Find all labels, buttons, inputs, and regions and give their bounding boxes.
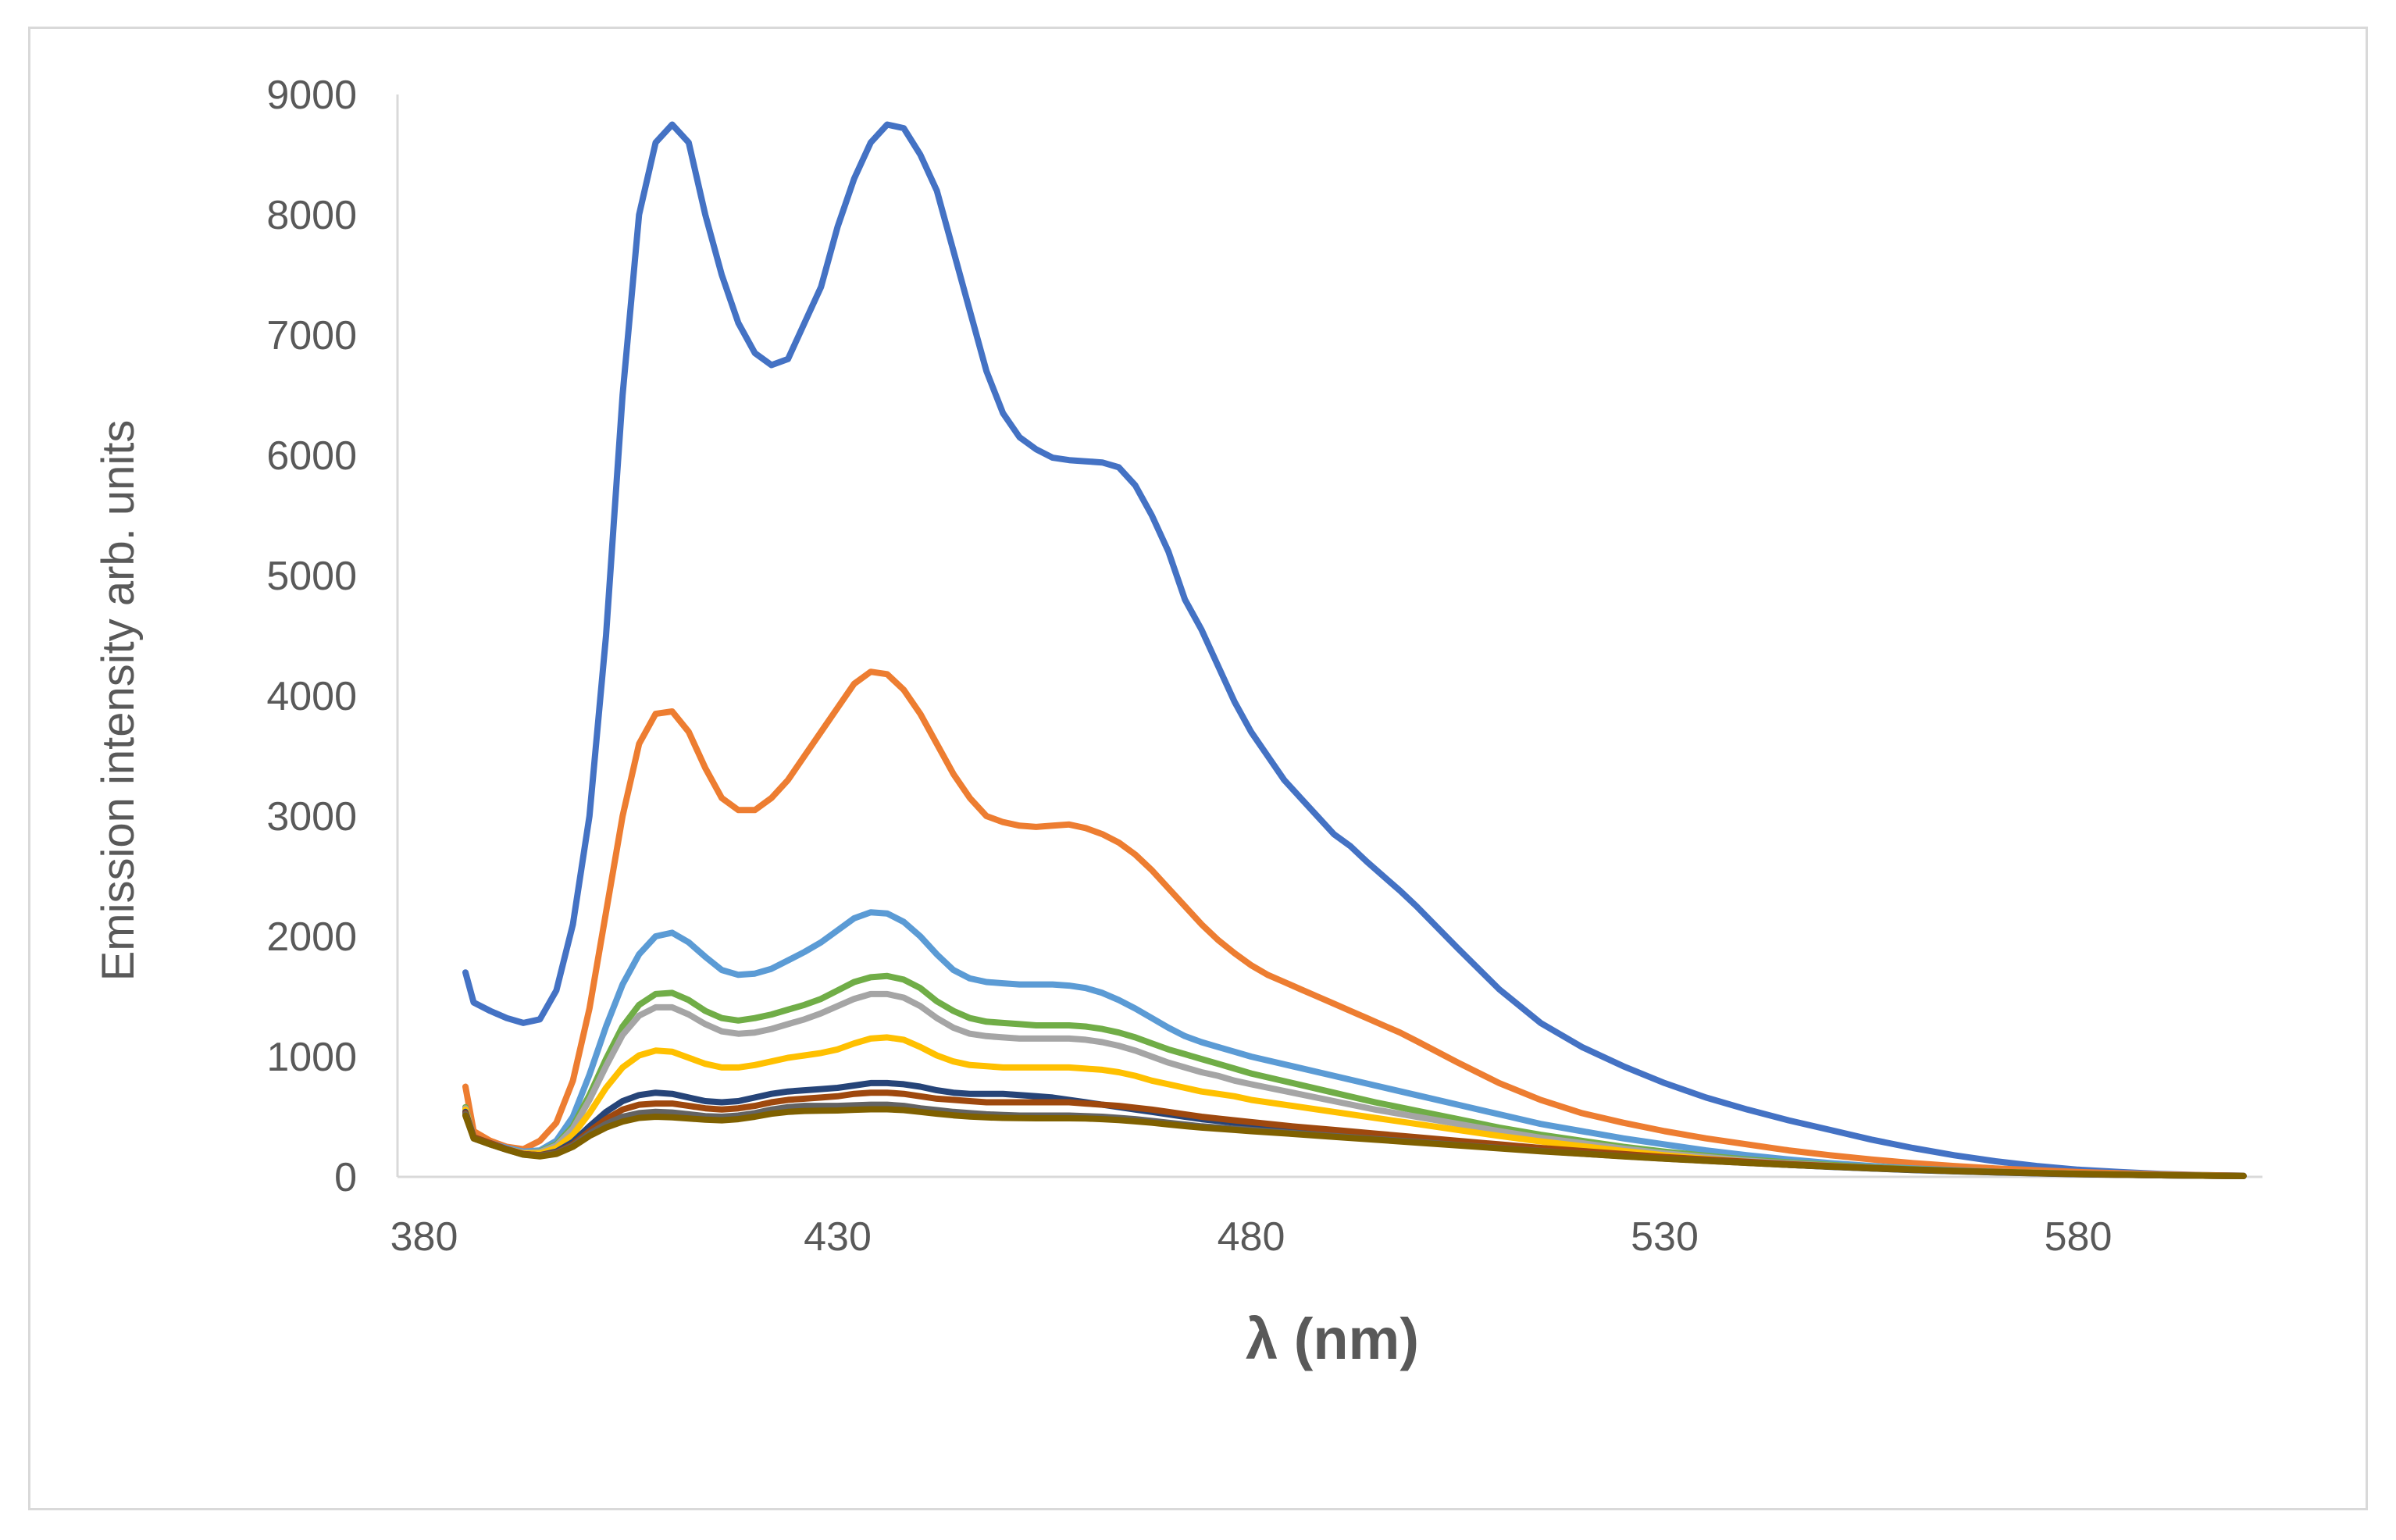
x-tick-label: 530	[1631, 1214, 1699, 1260]
line-chart: 0 1000 2000 3000 4000 5000 6000 7000 8000 9000 38…	[93, 73, 2262, 1371]
x-tick-label: 430	[804, 1214, 872, 1260]
y-tick-label: 5000	[266, 554, 357, 599]
series-line-series-2	[462, 668, 2247, 1179]
x-tick-label: 380	[390, 1214, 458, 1260]
y-tick-label: 7000	[266, 313, 357, 358]
series-line-series-10	[462, 1106, 2247, 1179]
x-axis-title: λ (nm)	[1246, 1307, 1419, 1371]
series-lines	[462, 121, 2247, 1179]
y-tick-label: 2000	[266, 914, 357, 960]
x-tick-label: 480	[1218, 1214, 1285, 1260]
y-tick-label: 6000	[266, 433, 357, 479]
y-tick-label: 3000	[266, 794, 357, 840]
x-tick-label: 580	[2045, 1214, 2113, 1260]
y-tick-label: 8000	[266, 193, 357, 238]
y-axis-title: Emission intensity arb. units	[93, 420, 144, 982]
series-line-series-1	[462, 121, 2247, 1179]
y-tick-labels: 0 1000 2000 3000 4000 5000 6000 7000 8000 9000	[266, 73, 357, 1200]
x-tick-labels: 380 430 480 530 580	[390, 1214, 2113, 1260]
chart-area: 0 1000 2000 3000 4000 5000 6000 7000 8000 9000 38…	[28, 27, 2368, 1510]
y-tick-label: 1000	[266, 1035, 357, 1080]
series-line-series-4	[462, 972, 2247, 1179]
y-tick-label: 0	[334, 1155, 357, 1200]
y-tick-label: 9000	[266, 73, 357, 118]
y-tick-label: 4000	[266, 674, 357, 719]
series-line-series-3	[462, 909, 2247, 1179]
